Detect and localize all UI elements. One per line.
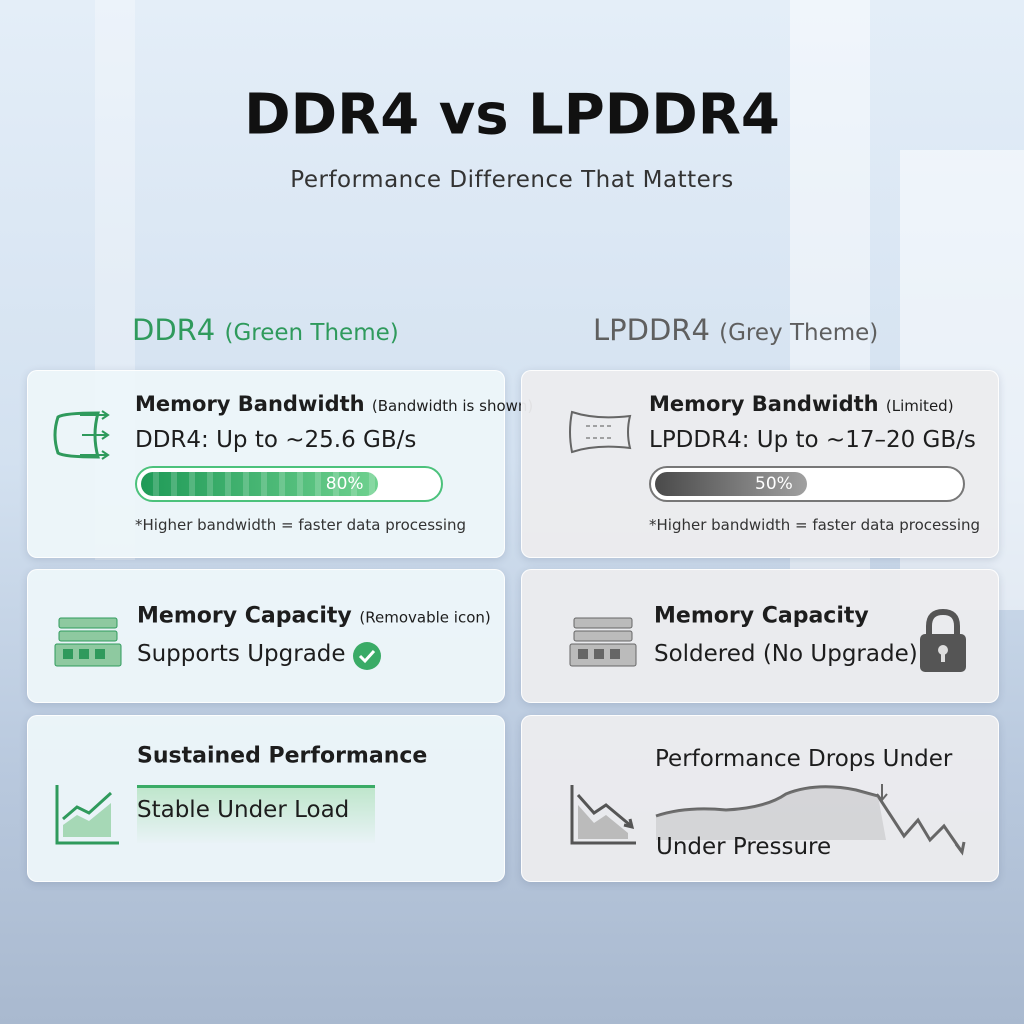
column-header: DDR4 (Green Theme)	[132, 313, 399, 347]
card-title-text: Memory Bandwidth	[135, 392, 365, 416]
column-theme: (Green Theme)	[224, 320, 399, 346]
card-text: DDR4: Up to ~25.6 GB/s	[135, 427, 417, 453]
card-title-text: Memory Capacity	[137, 603, 352, 629]
highlight	[137, 785, 375, 843]
column-theme: (Grey Theme)	[719, 320, 879, 346]
chart-up-icon	[55, 785, 119, 845]
progress-label: 50%	[755, 474, 793, 494]
footnote: *Higher bandwidth = faster data processi…	[649, 516, 981, 534]
card-text: Under Pressure	[656, 834, 832, 860]
card-text: Soldered (No Upgrade)	[654, 641, 918, 667]
card-note: (Limited)	[885, 397, 954, 415]
drop-wave	[655, 784, 966, 856]
card-title: Sustained Performance	[137, 743, 428, 769]
check-icon	[353, 642, 381, 670]
card	[27, 370, 505, 558]
ram-icon	[54, 617, 122, 667]
progress-label: 80%	[325, 474, 364, 494]
subtitle: Performance Difference That Matters	[290, 167, 734, 193]
footnote: *Higher bandwidth = faster data processi…	[135, 516, 467, 534]
card-title: Memory Bandwidth (Bandwidth is shown)	[135, 392, 533, 416]
lock-icon	[920, 608, 966, 672]
card-title: Memory Capacity	[654, 603, 869, 629]
card-note: (Bandwidth is shown)	[371, 397, 534, 415]
progress-track: 50%	[649, 466, 965, 502]
card-title: Memory Bandwidth (Limited)	[649, 392, 954, 416]
card-text: Supports Upgrade	[137, 641, 346, 667]
card-text: LPDDR4: Up to ~17–20 GB/s	[649, 427, 976, 453]
card-text: Performance Drops Under	[655, 746, 953, 772]
card-title-text: Memory Bandwidth	[649, 392, 879, 416]
progress-fill	[141, 472, 378, 496]
progress-fill	[655, 472, 807, 496]
ram-icon	[569, 617, 637, 667]
chart-down-icon	[570, 785, 636, 845]
progress-track: 80%	[135, 466, 443, 502]
column-name: DDR4	[132, 313, 216, 347]
column-header: LPDDR4 (Grey Theme)	[593, 313, 878, 347]
title: DDR4 vs LPDDR4	[244, 82, 780, 148]
card	[521, 715, 999, 882]
card-note: (Removable icon)	[359, 608, 491, 627]
card-text: Stable Under Load	[137, 797, 350, 823]
card-title: Memory Capacity (Removable icon)	[137, 604, 491, 629]
card	[521, 370, 999, 558]
column-name: LPDDR4	[593, 313, 710, 347]
bandwidth-icon	[53, 410, 110, 460]
bandwidth-icon	[569, 410, 632, 454]
